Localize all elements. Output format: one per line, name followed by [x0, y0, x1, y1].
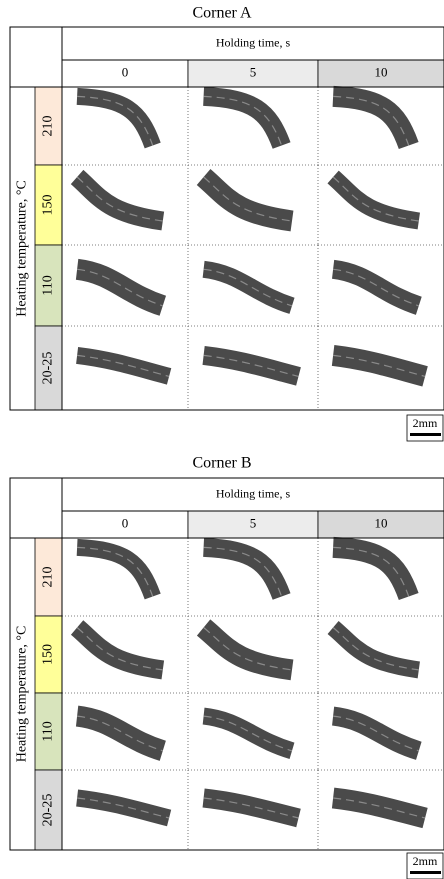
- column-header: Holding time, s: [216, 486, 291, 500]
- specimen-image: [333, 177, 419, 221]
- specimen-image: [204, 547, 282, 596]
- column-label: 0: [122, 515, 129, 530]
- panel-title: Corner B: [192, 455, 251, 472]
- column-header: Holding time, s: [216, 35, 291, 49]
- specimen-image: [77, 269, 163, 306]
- row-label: 150: [41, 644, 56, 665]
- column-label: 5: [250, 64, 257, 79]
- row-header: Heating temperature, °C: [15, 626, 30, 763]
- column-label: 10: [375, 515, 388, 530]
- panel-title: Corner A: [192, 5, 252, 22]
- figure: Corner A Holding time, s 0 5 10 Heating tempe…: [0, 0, 444, 879]
- row-label: 150: [41, 195, 56, 216]
- row-label: 20-25: [41, 352, 56, 385]
- column-label: 0: [122, 64, 129, 79]
- scale-label: 2mm: [413, 416, 438, 430]
- row-label: 20-25: [41, 794, 56, 827]
- specimen-image: [204, 96, 282, 145]
- specimen-image: [77, 177, 163, 221]
- row-label: 110: [41, 721, 56, 741]
- specimen-image: [333, 628, 419, 670]
- specimen-image: [204, 177, 292, 221]
- column-label: 5: [250, 515, 257, 530]
- scale-bar: [410, 871, 441, 874]
- column-label: 10: [375, 64, 388, 79]
- row-label: 210: [41, 116, 56, 137]
- specimen-image: [333, 269, 419, 306]
- row-header: Heating temperature, °C: [15, 180, 30, 317]
- specimen-image: [204, 628, 292, 670]
- specimen-image: [204, 269, 292, 306]
- row-label: 210: [41, 567, 56, 588]
- scale-label: 2mm: [413, 854, 438, 868]
- scale-bar: [410, 433, 441, 436]
- row-label: 110: [41, 275, 56, 295]
- specimen-image: [77, 628, 163, 670]
